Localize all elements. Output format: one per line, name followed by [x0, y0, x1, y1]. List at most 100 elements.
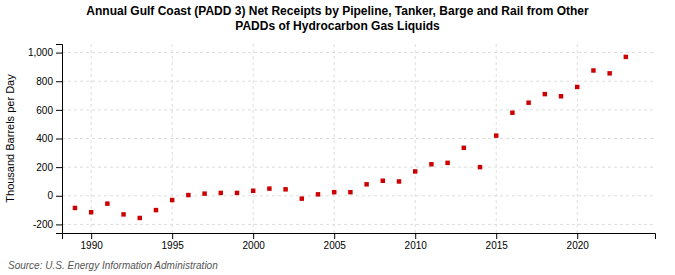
grid-line: [62, 138, 655, 139]
tick-label: 2015: [486, 240, 509, 251]
point: [559, 94, 563, 98]
point: [73, 206, 77, 210]
grid-line: [91, 44, 92, 233]
point: [138, 216, 142, 220]
tick: 2005: [324, 233, 347, 251]
tick: 2015: [486, 233, 509, 251]
point: [219, 191, 223, 195]
tick-mark: [56, 196, 62, 197]
tick: 1995: [162, 233, 185, 251]
grid-line: [62, 195, 655, 196]
point: [267, 186, 271, 190]
point: [364, 182, 368, 186]
point: [494, 133, 498, 137]
tick-mark: [172, 233, 173, 239]
point: [510, 110, 514, 114]
tick-mark: [415, 233, 416, 239]
axis-line: [63, 234, 656, 240]
tick-mark: [577, 233, 578, 239]
point: [202, 191, 206, 195]
point: [624, 55, 628, 59]
point: [89, 210, 93, 214]
tick: 2010: [405, 233, 428, 251]
chart: 1990 1995 2000 2005 2010 2015 2020 -200 0 200 400 6…: [0, 0, 675, 275]
tick-label: 600: [36, 105, 53, 116]
point: [154, 208, 158, 212]
tick-label: 1990: [81, 240, 104, 251]
grid-line: [253, 44, 254, 233]
x-axis: 1990 1995 2000 2005 2010 2015 2020: [63, 233, 656, 251]
tick-mark: [253, 233, 254, 239]
grid-line: [62, 224, 655, 225]
point: [591, 68, 595, 72]
point: [283, 187, 287, 191]
grid-line: [334, 44, 335, 233]
tick: 800: [36, 76, 62, 87]
title: Annual Gulf Coast (PADD 3) Net Receipts …: [86, 4, 589, 33]
tick-label: 2010: [405, 240, 428, 251]
point: [543, 92, 547, 96]
tick: 200: [36, 162, 62, 173]
y-axis: -200 0 200 400 600 800 1,000: [28, 45, 63, 234]
y-label: Thousand Barrels per Day: [4, 74, 16, 203]
tick-label: 200: [36, 162, 53, 173]
axis-line: [56, 45, 63, 234]
point: [462, 146, 466, 150]
grid-line: [62, 109, 655, 110]
point: [105, 201, 109, 205]
tick: 400: [36, 133, 62, 144]
points: [73, 55, 628, 221]
grid-line: [415, 44, 416, 233]
plot: 1990 1995 2000 2005 2010 2015 2020 -200 0 200 400 6…: [28, 44, 656, 251]
tick: 600: [36, 105, 62, 116]
tick-mark: [91, 233, 92, 239]
grid-line: [577, 44, 578, 233]
point: [397, 179, 401, 183]
point: [381, 179, 385, 183]
point: [235, 191, 239, 195]
tick: 2020: [567, 233, 590, 251]
tick-label: 0: [47, 190, 53, 201]
grid-line: [62, 81, 655, 82]
grid-line: [172, 44, 173, 233]
point: [170, 198, 174, 202]
grid-line: [62, 52, 655, 53]
point: [121, 212, 125, 216]
tick: 0: [47, 190, 62, 201]
annotation: Source: U.S. Energy Information Administ…: [8, 260, 218, 271]
tick-mark: [56, 81, 62, 82]
tick-label: 1,000: [28, 47, 53, 58]
tick-label: 2000: [243, 240, 266, 251]
tick-mark: [56, 139, 62, 140]
tick-label: 2020: [567, 240, 590, 251]
point: [413, 169, 417, 173]
grid-line: [62, 167, 655, 168]
tick: 2000: [243, 233, 266, 251]
tick-mark: [496, 233, 497, 239]
point: [429, 162, 433, 166]
grid-line: [496, 44, 497, 233]
point: [332, 190, 336, 194]
point: [478, 165, 482, 169]
tick-label: 800: [36, 76, 53, 87]
point: [300, 196, 304, 200]
point: [251, 189, 255, 193]
tick-label: -200: [33, 219, 53, 230]
point: [186, 193, 190, 197]
point: [316, 192, 320, 196]
tick: -200: [33, 219, 62, 230]
point: [445, 161, 449, 165]
tick-mark: [56, 167, 62, 168]
tick: 1,000: [28, 47, 62, 58]
point: [607, 71, 611, 75]
tick-mark: [334, 233, 335, 239]
tick-mark: [56, 53, 62, 54]
point: [575, 85, 579, 89]
grid: [62, 44, 655, 233]
point: [348, 190, 352, 194]
tick-label: 400: [36, 133, 53, 144]
tick-label: 2005: [324, 240, 347, 251]
point: [526, 100, 530, 104]
tick: 1990: [81, 233, 104, 251]
tick-mark: [56, 224, 62, 225]
